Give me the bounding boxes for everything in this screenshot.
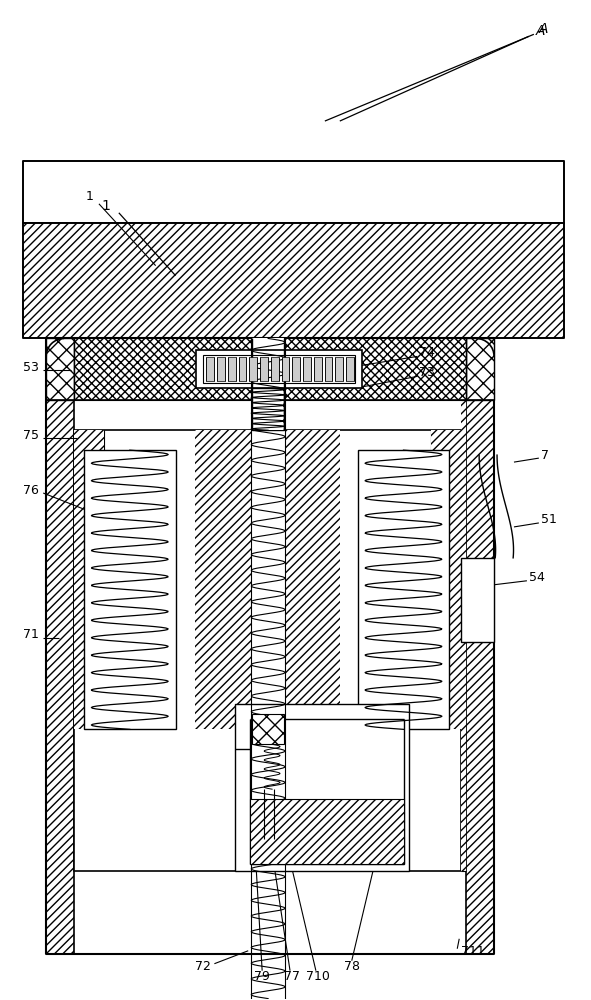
Bar	[235, 704, 410, 871]
Bar	[228, 357, 236, 381]
Bar	[252, 388, 284, 430]
Bar	[46, 338, 74, 954]
Text: 78: 78	[344, 960, 360, 973]
Bar	[281, 357, 289, 381]
Bar	[250, 799, 404, 864]
Text: 79: 79	[254, 970, 270, 983]
Text: 76: 76	[23, 484, 39, 497]
Bar	[84, 450, 176, 729]
Bar	[461, 558, 494, 642]
Bar	[23, 161, 564, 223]
Bar	[239, 357, 246, 381]
Bar	[249, 357, 257, 381]
Bar	[252, 714, 284, 744]
Text: 71: 71	[23, 628, 39, 641]
Bar	[303, 357, 311, 381]
Text: 54: 54	[529, 571, 545, 584]
Bar	[271, 357, 278, 381]
Text: 75: 75	[23, 429, 39, 442]
Text: 710: 710	[306, 970, 330, 983]
Bar	[293, 357, 300, 381]
Bar	[74, 338, 252, 400]
Text: 73: 73	[420, 366, 436, 379]
Bar	[324, 357, 332, 381]
Text: 1: 1	[102, 199, 111, 213]
Bar	[461, 400, 466, 871]
Bar	[260, 357, 268, 381]
Bar	[346, 357, 354, 381]
Bar	[431, 430, 461, 729]
Text: 72: 72	[194, 960, 210, 973]
Bar	[46, 338, 74, 400]
Text: 53: 53	[23, 361, 39, 374]
Bar	[285, 430, 340, 729]
Text: 711: 711	[461, 945, 485, 958]
Text: 77: 77	[284, 970, 300, 983]
Bar	[23, 223, 564, 338]
Bar	[203, 355, 355, 383]
Bar	[196, 350, 362, 388]
Text: 7: 7	[541, 449, 549, 462]
Bar	[466, 338, 494, 954]
Bar	[466, 338, 494, 400]
Text: 74: 74	[420, 346, 436, 359]
Bar	[252, 338, 284, 400]
Bar	[206, 357, 214, 381]
Text: 51: 51	[541, 513, 557, 526]
Text: A: A	[539, 22, 548, 36]
Text: 1: 1	[86, 190, 94, 203]
Bar	[335, 357, 343, 381]
Bar	[284, 338, 466, 400]
Bar	[217, 357, 225, 381]
Bar	[196, 430, 251, 729]
Text: A: A	[536, 24, 545, 38]
Bar	[74, 430, 461, 871]
Bar	[358, 450, 449, 729]
Bar	[253, 388, 283, 430]
Bar	[74, 430, 104, 729]
Bar	[314, 357, 322, 381]
